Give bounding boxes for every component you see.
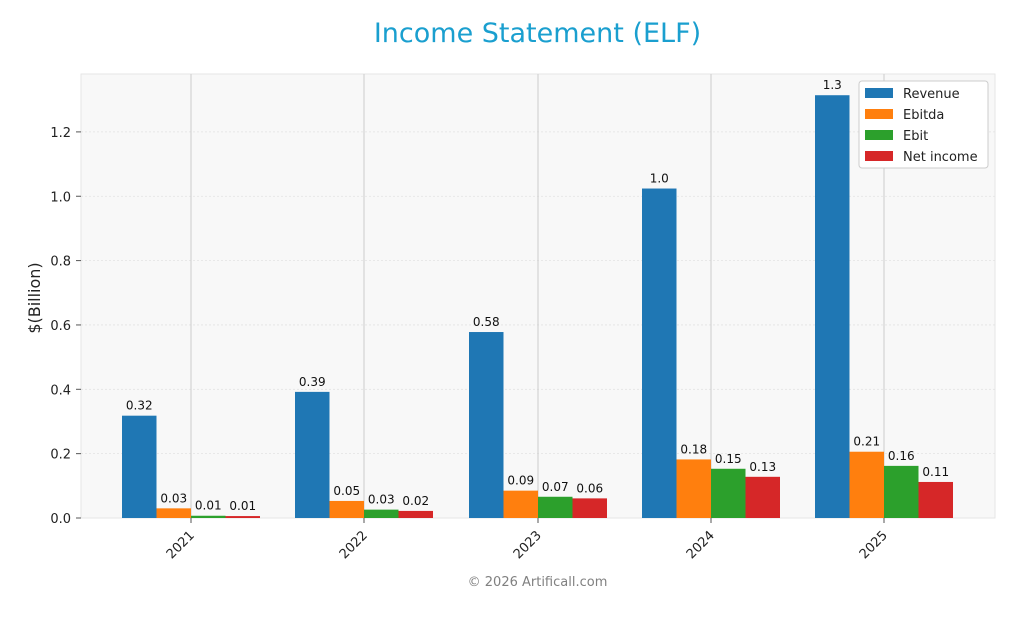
bar-ebitda bbox=[849, 451, 884, 518]
bar-value-label: 0.05 bbox=[333, 484, 360, 498]
bar-net-income bbox=[918, 481, 953, 518]
bar-value-label: 1.0 bbox=[650, 172, 669, 186]
y-tick-label: 1.2 bbox=[50, 126, 71, 141]
legend-label: Ebit bbox=[903, 129, 928, 144]
bar-value-label: 1.3 bbox=[823, 78, 842, 92]
bar-value-label: 0.32 bbox=[126, 399, 153, 413]
y-tick-label: 0.6 bbox=[50, 319, 71, 334]
bar-value-label: 0.21 bbox=[853, 435, 880, 449]
bar-ebitda bbox=[503, 490, 538, 518]
bar-ebit bbox=[538, 496, 573, 518]
bar-ebitda bbox=[676, 459, 711, 518]
bar-ebit bbox=[191, 515, 226, 518]
bar-revenue bbox=[122, 415, 157, 518]
y-axis: 0.0 0.2 0.4 0.6 0.8 1.0 1.2 bbox=[50, 126, 81, 527]
y-tick-label: 0.4 bbox=[50, 383, 71, 398]
bar-ebit bbox=[711, 468, 746, 518]
y-tick-label: 1.0 bbox=[50, 190, 71, 205]
x-tick-label: 2022 bbox=[337, 528, 371, 562]
bar-value-label: 0.11 bbox=[922, 465, 949, 479]
legend: Revenue Ebitda Ebit Net income bbox=[858, 80, 989, 169]
bar-net-income bbox=[745, 476, 780, 518]
x-tick-label: 2021 bbox=[164, 528, 198, 562]
bar-value-label: 0.03 bbox=[368, 493, 395, 507]
bar-net-income bbox=[398, 510, 433, 518]
legend-label: Ebitda bbox=[903, 108, 944, 123]
x-tick-label: 2024 bbox=[684, 528, 718, 562]
legend-label: Net income bbox=[903, 150, 978, 165]
bar-value-label: 0.09 bbox=[507, 474, 534, 488]
bar-ebit bbox=[884, 465, 919, 518]
bar-ebitda bbox=[156, 508, 191, 518]
bar-value-label: 0.58 bbox=[473, 315, 500, 329]
legend-swatch-ebit bbox=[865, 130, 893, 140]
bar-revenue bbox=[295, 391, 330, 518]
legend-swatch-ebitda bbox=[865, 109, 893, 119]
bar-revenue bbox=[469, 332, 504, 518]
y-tick-label: 0.0 bbox=[50, 512, 71, 527]
bar-net-income bbox=[572, 498, 607, 518]
x-axis: 2021 2022 2023 2024 2025 bbox=[164, 518, 891, 562]
y-tick-label: 0.8 bbox=[50, 255, 71, 270]
bar-net-income bbox=[225, 516, 260, 518]
bar-ebit bbox=[364, 509, 399, 518]
bar-value-label: 0.07 bbox=[542, 480, 569, 494]
y-axis-label: $(Billion) bbox=[25, 262, 44, 333]
bar-value-label: 0.13 bbox=[749, 460, 776, 474]
bars-group: 0.32 0.39 0.58 1.0 1.3 0.03 0.05 0.09 0.18 0.21 0.… bbox=[122, 78, 953, 519]
bar-value-label: 0.02 bbox=[402, 494, 429, 508]
legend-label: Revenue bbox=[903, 87, 960, 102]
bar-ebitda bbox=[329, 500, 364, 518]
bar-value-label: 0.39 bbox=[299, 375, 326, 389]
x-tick-label: 2025 bbox=[857, 528, 891, 562]
bar-value-label: 0.01 bbox=[229, 499, 256, 513]
legend-swatch-net-income bbox=[865, 151, 893, 161]
bar-revenue bbox=[815, 95, 850, 519]
bar-revenue bbox=[642, 188, 677, 518]
bar-value-label: 0.16 bbox=[888, 449, 915, 463]
legend-box bbox=[858, 80, 989, 169]
bar-value-label: 0.01 bbox=[195, 499, 222, 513]
bar-value-label: 0.06 bbox=[576, 481, 603, 495]
y-tick-label: 0.2 bbox=[50, 448, 71, 463]
chart-title: Income Statement (ELF) bbox=[373, 18, 702, 49]
legend-swatch-revenue bbox=[865, 88, 893, 98]
bar-value-label: 0.03 bbox=[160, 491, 187, 505]
bar-value-label: 0.15 bbox=[715, 452, 742, 466]
copyright-footer: © 2026 Artificall.com bbox=[467, 575, 608, 590]
x-tick-label: 2023 bbox=[511, 528, 545, 562]
bar-value-label: 0.18 bbox=[680, 442, 707, 456]
